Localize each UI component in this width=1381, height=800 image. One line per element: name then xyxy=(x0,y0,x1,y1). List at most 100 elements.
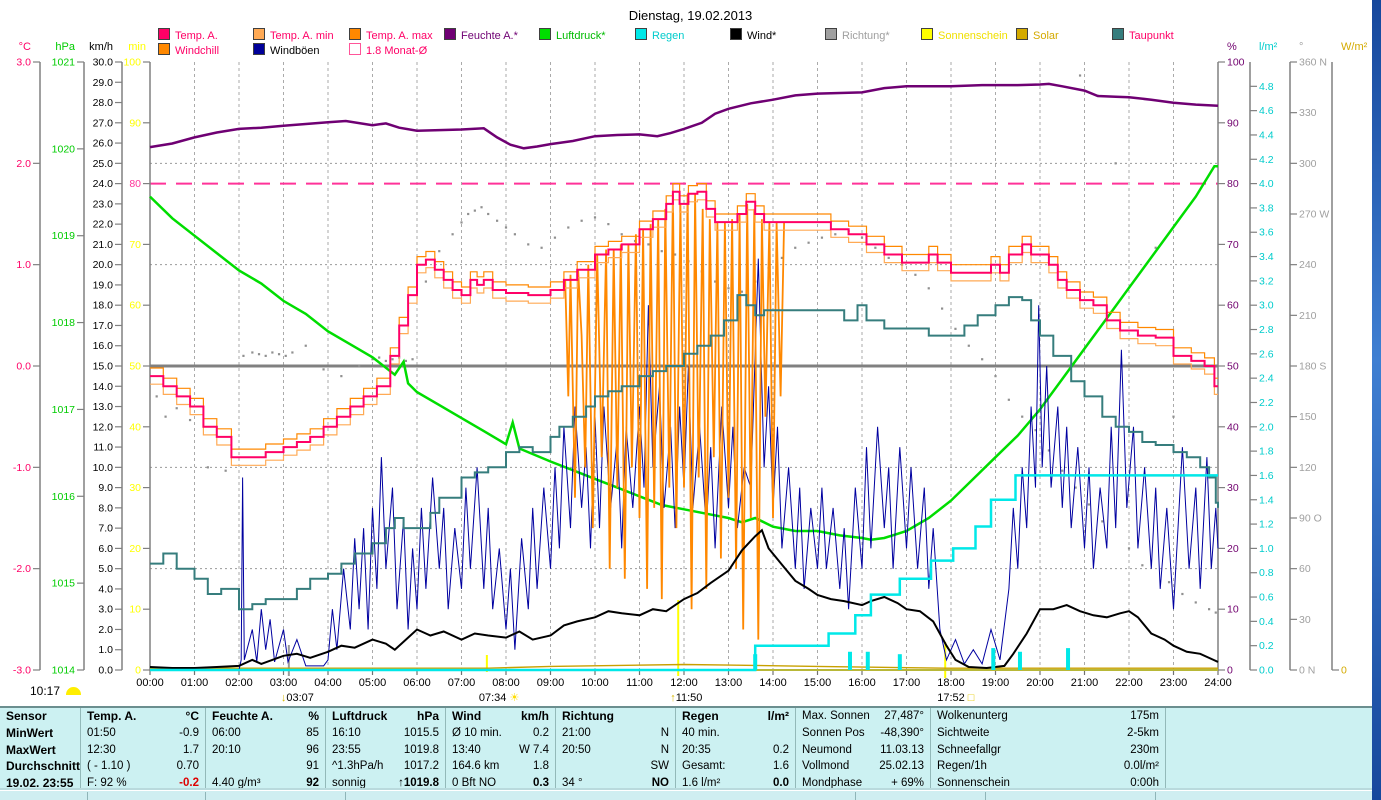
direction-dot xyxy=(967,344,970,347)
svg-text:3.8: 3.8 xyxy=(1259,202,1274,214)
table-row: Max. Sonnen 27,487° xyxy=(802,710,924,722)
direction-dot xyxy=(257,353,261,356)
direction-dot xyxy=(224,469,227,472)
table-column: Wind km/h Ø 10 min. 0.2 13:40 W 7.4 164.6 km 1.… xyxy=(445,708,555,792)
legend-swatch xyxy=(158,28,170,40)
legend-swatch xyxy=(921,28,933,40)
direction-dot xyxy=(607,223,610,226)
direction-dot xyxy=(1021,415,1024,418)
direction-dot xyxy=(277,353,281,356)
legend-label: Luftdruck* xyxy=(556,30,606,42)
svg-text:4.2: 4.2 xyxy=(1259,154,1274,166)
svg-text:3.0: 3.0 xyxy=(1259,300,1274,312)
series-windchill xyxy=(564,193,785,640)
svg-text:03:00: 03:00 xyxy=(270,677,298,689)
svg-text:27.0: 27.0 xyxy=(93,117,114,129)
svg-text:4.6: 4.6 xyxy=(1259,105,1274,117)
svg-text:0.4: 0.4 xyxy=(1259,616,1274,628)
svg-text:19:00: 19:00 xyxy=(982,677,1010,689)
svg-text:1016: 1016 xyxy=(52,491,76,503)
direction-dot xyxy=(411,358,414,361)
svg-text:300: 300 xyxy=(1299,158,1317,170)
direction-dot xyxy=(487,212,490,216)
svg-text:0.2: 0.2 xyxy=(1259,640,1274,652)
status-bar-divider xyxy=(1155,792,1156,800)
legend-item-windb-en: Windböen xyxy=(253,43,320,57)
direction-dot xyxy=(807,241,810,244)
table-row: 13:40 W 7.4 xyxy=(452,743,549,756)
legend-item-feuchte-a-: Feuchte A.* xyxy=(444,28,518,42)
svg-text:4.0: 4.0 xyxy=(1259,178,1274,190)
status-bar-divider xyxy=(855,792,856,800)
svg-text:-3.0: -3.0 xyxy=(13,665,31,677)
svg-text:3.4: 3.4 xyxy=(1259,251,1274,263)
legend-label: Temp. A. max xyxy=(366,30,433,42)
legend-item-taupunkt: Taupunkt xyxy=(1112,28,1174,42)
direction-dot xyxy=(1101,520,1104,523)
direction-dot xyxy=(284,354,287,357)
direction-dot xyxy=(834,233,837,236)
svg-text:70: 70 xyxy=(1227,239,1239,251)
svg-text:270 W: 270 W xyxy=(1299,209,1329,221)
svg-text:80: 80 xyxy=(129,178,141,190)
table-row: 16:10 1015.5 xyxy=(332,726,439,739)
table-row: Sonnen Pos -48,390° xyxy=(802,726,924,739)
table-row: 01:50 -0.9 xyxy=(87,726,199,739)
series-wind xyxy=(149,528,1219,670)
direction-dot xyxy=(467,212,470,216)
direction-dot xyxy=(504,226,508,229)
svg-text:1021: 1021 xyxy=(52,57,76,69)
table-row: sonnig ↑1019.8 xyxy=(332,777,439,790)
svg-text:180 S: 180 S xyxy=(1299,361,1326,373)
status-bar xyxy=(0,790,1372,800)
table-row: Ø 10 min. 0.2 xyxy=(452,726,549,739)
svg-text:14:00: 14:00 xyxy=(759,677,787,689)
table-row: 20:50 N xyxy=(562,743,669,756)
svg-text:2.8: 2.8 xyxy=(1259,324,1274,336)
svg-text:2.0: 2.0 xyxy=(16,158,31,170)
svg-text:00:00: 00:00 xyxy=(136,677,164,689)
svg-text:05:00: 05:00 xyxy=(359,677,387,689)
svg-text:°: ° xyxy=(1299,41,1303,53)
series-windboeen xyxy=(150,258,1219,671)
table-row: 0 Bft NO 0.3 xyxy=(452,777,549,790)
legend-item-richtung-: Richtung* xyxy=(825,28,890,42)
svg-text:°C: °C xyxy=(19,41,31,53)
table-row: Sensor xyxy=(6,709,47,723)
svg-text:22:00: 22:00 xyxy=(1115,677,1143,689)
legend-swatch xyxy=(539,28,551,40)
svg-text:3.6: 3.6 xyxy=(1259,227,1274,239)
moon-time-label: 10:17 xyxy=(30,684,61,698)
svg-text:0: 0 xyxy=(1227,665,1233,677)
svg-text:l/m²: l/m² xyxy=(1259,41,1278,53)
svg-text:0.0: 0.0 xyxy=(1259,665,1274,677)
svg-text:04:00: 04:00 xyxy=(314,677,342,689)
legend-item-regen: Regen xyxy=(635,28,684,42)
svg-text:12.0: 12.0 xyxy=(93,421,114,433)
direction-dot xyxy=(371,358,374,361)
direction-dot xyxy=(941,307,944,310)
table-column: Wolkenunterg 175m Sichtweite 2-5km Schneefal… xyxy=(930,708,1165,792)
svg-text:100: 100 xyxy=(1227,57,1245,69)
direction-dot xyxy=(647,243,650,246)
direction-dot xyxy=(820,236,824,239)
svg-text:10: 10 xyxy=(1227,604,1239,616)
svg-text:26.0: 26.0 xyxy=(93,138,114,150)
direction-dot xyxy=(451,233,454,236)
svg-text:-1.0: -1.0 xyxy=(13,462,31,474)
table-row: Schneefallgr 230m xyxy=(937,743,1159,756)
direction-dot xyxy=(981,358,984,361)
svg-text:07:34 ☀: 07:34 ☀ xyxy=(479,692,519,704)
legend-swatch xyxy=(1016,28,1028,40)
svg-text:24:00: 24:00 xyxy=(1204,677,1232,689)
table-row: 4.40 g/m³ 92 xyxy=(212,777,319,790)
svg-text:50: 50 xyxy=(1227,361,1239,373)
legend-swatch xyxy=(635,28,647,40)
table-row: Feuchte A.% xyxy=(212,709,319,723)
table-row: 91 xyxy=(306,760,319,773)
series-feuchte xyxy=(149,82,1219,150)
svg-text:0.8: 0.8 xyxy=(1259,567,1274,579)
table-row: Mondphase + 69% xyxy=(802,777,924,790)
series-taupunkt xyxy=(150,294,1219,611)
direction-dot xyxy=(780,256,783,260)
